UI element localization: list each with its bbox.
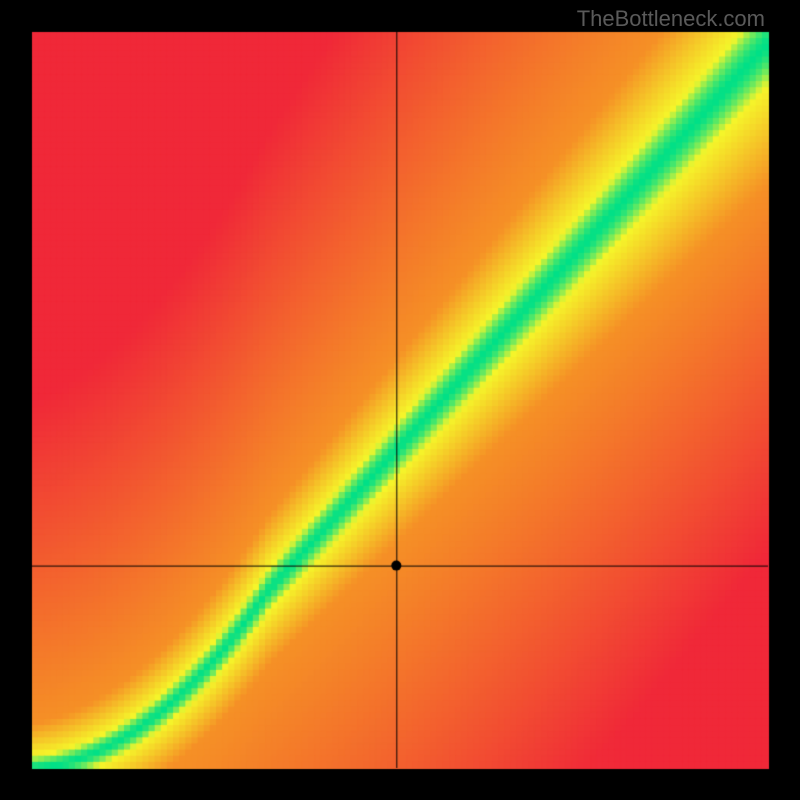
- watermark-text: TheBottleneck.com: [577, 6, 765, 32]
- bottleneck-heatmap: [0, 0, 800, 800]
